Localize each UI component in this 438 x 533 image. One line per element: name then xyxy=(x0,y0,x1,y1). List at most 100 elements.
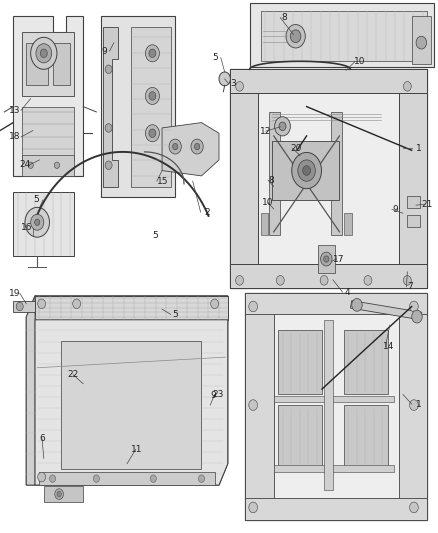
Text: 8: 8 xyxy=(268,176,275,184)
Text: 16: 16 xyxy=(21,223,33,232)
Bar xyxy=(230,69,258,288)
Text: 23: 23 xyxy=(212,390,223,399)
Bar xyxy=(245,293,427,314)
Text: 4: 4 xyxy=(344,288,350,296)
Circle shape xyxy=(145,87,159,104)
Circle shape xyxy=(38,472,46,482)
Text: 7: 7 xyxy=(407,282,413,291)
Circle shape xyxy=(149,92,156,100)
Text: 9: 9 xyxy=(101,47,107,55)
Circle shape xyxy=(352,298,362,311)
Circle shape xyxy=(105,65,112,74)
Circle shape xyxy=(93,475,99,482)
Bar xyxy=(131,27,171,187)
Polygon shape xyxy=(26,296,228,485)
Bar xyxy=(407,196,420,208)
Circle shape xyxy=(412,310,422,323)
Text: 10: 10 xyxy=(262,198,274,207)
Text: 15: 15 xyxy=(157,177,169,185)
Bar xyxy=(324,320,333,490)
Bar xyxy=(344,213,352,235)
Text: 5: 5 xyxy=(212,53,219,62)
Bar xyxy=(344,405,388,469)
Polygon shape xyxy=(26,296,35,485)
Circle shape xyxy=(54,162,60,168)
Circle shape xyxy=(149,129,156,138)
Circle shape xyxy=(236,82,244,91)
Circle shape xyxy=(145,45,159,62)
Polygon shape xyxy=(101,16,175,197)
Polygon shape xyxy=(13,301,35,312)
Polygon shape xyxy=(35,320,228,485)
Polygon shape xyxy=(103,27,118,187)
Text: 19: 19 xyxy=(9,289,21,297)
Polygon shape xyxy=(162,123,219,176)
Text: 13: 13 xyxy=(9,106,21,115)
Circle shape xyxy=(73,299,81,309)
Bar xyxy=(331,112,342,235)
Circle shape xyxy=(194,143,200,150)
Circle shape xyxy=(145,125,159,142)
Circle shape xyxy=(149,49,156,58)
Text: 2: 2 xyxy=(204,208,209,216)
Bar xyxy=(272,141,339,200)
Circle shape xyxy=(198,475,205,482)
Text: 8: 8 xyxy=(282,13,288,22)
Bar xyxy=(274,465,394,472)
Circle shape xyxy=(25,207,49,237)
Text: 18: 18 xyxy=(9,133,21,141)
Circle shape xyxy=(290,30,301,43)
Bar xyxy=(22,107,74,160)
Text: 12: 12 xyxy=(260,127,272,135)
Bar xyxy=(53,43,70,85)
Circle shape xyxy=(236,276,244,285)
Bar xyxy=(44,486,83,502)
Bar xyxy=(250,3,434,67)
Circle shape xyxy=(320,276,328,285)
Bar xyxy=(22,32,74,96)
Circle shape xyxy=(55,489,64,499)
Bar xyxy=(278,405,322,469)
Circle shape xyxy=(40,49,47,58)
Text: 5: 5 xyxy=(33,196,39,204)
Circle shape xyxy=(173,143,178,150)
Circle shape xyxy=(35,219,40,225)
Circle shape xyxy=(249,400,258,410)
Circle shape xyxy=(410,301,418,312)
Circle shape xyxy=(28,162,33,168)
Circle shape xyxy=(403,82,411,91)
Circle shape xyxy=(31,214,44,230)
Text: 9: 9 xyxy=(392,205,398,214)
Text: 24: 24 xyxy=(19,160,31,169)
Bar xyxy=(318,245,335,273)
Polygon shape xyxy=(13,16,83,176)
Bar xyxy=(245,293,274,520)
Circle shape xyxy=(105,161,112,169)
Text: 5: 5 xyxy=(172,310,178,319)
Bar xyxy=(13,192,74,256)
Bar xyxy=(412,16,431,64)
Circle shape xyxy=(49,475,56,482)
Circle shape xyxy=(16,302,23,311)
Circle shape xyxy=(191,139,203,154)
Text: 14: 14 xyxy=(383,342,394,351)
Bar xyxy=(407,215,420,227)
Circle shape xyxy=(105,124,112,132)
Bar xyxy=(22,155,74,176)
Bar xyxy=(26,43,48,85)
Circle shape xyxy=(276,276,284,285)
Circle shape xyxy=(169,139,181,154)
Circle shape xyxy=(416,36,427,49)
Circle shape xyxy=(324,256,329,262)
Circle shape xyxy=(275,117,290,136)
Text: 10: 10 xyxy=(354,58,366,66)
Bar xyxy=(344,330,388,394)
Text: 11: 11 xyxy=(131,445,142,454)
Circle shape xyxy=(211,299,219,309)
Bar xyxy=(399,293,427,520)
Bar xyxy=(261,213,268,235)
Text: 5: 5 xyxy=(152,231,159,240)
Circle shape xyxy=(36,44,52,63)
Circle shape xyxy=(410,400,418,410)
Text: 17: 17 xyxy=(333,255,345,263)
